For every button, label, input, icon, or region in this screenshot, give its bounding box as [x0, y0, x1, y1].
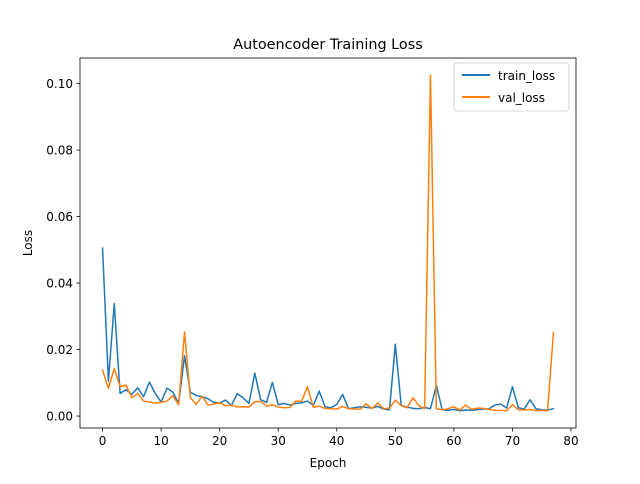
x-tick-label: 80	[563, 434, 578, 448]
x-axis-ticks: 0 10 20 30 40 50 60 70 80	[99, 428, 579, 448]
x-tick-label: 0	[99, 434, 107, 448]
legend-label-val-loss: val_loss	[498, 91, 545, 105]
x-tick-label: 60	[446, 434, 461, 448]
x-axis-label: Epoch	[310, 456, 347, 470]
series-layer	[101, 74, 555, 412]
series-line-val-loss	[101, 74, 555, 412]
x-tick-label: 10	[153, 434, 168, 448]
x-tick-label: 30	[271, 434, 286, 448]
legend-label-train-loss: train_loss	[498, 69, 555, 83]
y-tick-label: 0.08	[46, 143, 73, 157]
legend: train_loss val_loss	[453, 62, 570, 112]
x-tick-label: 50	[388, 434, 403, 448]
y-axis-label: Loss	[21, 230, 35, 256]
x-tick-label: 40	[329, 434, 344, 448]
y-tick-label: 0.10	[46, 77, 73, 91]
chart-title: Autoencoder Training Loss	[233, 37, 423, 53]
y-tick-label: 0.02	[46, 343, 73, 357]
y-tick-label: 0.06	[46, 210, 73, 224]
series-line-train-loss	[101, 247, 555, 412]
axes-frame	[79, 57, 577, 429]
y-tick-label: 0.04	[46, 276, 73, 290]
x-tick-label: 70	[505, 434, 520, 448]
y-tick-label: 0.00	[46, 409, 73, 423]
x-tick-label: 20	[212, 434, 227, 448]
plot-area	[79, 57, 577, 429]
axes-background	[80, 58, 576, 428]
y-axis-ticks: 0.00 0.02 0.04 0.06 0.08 0.10	[46, 77, 80, 423]
